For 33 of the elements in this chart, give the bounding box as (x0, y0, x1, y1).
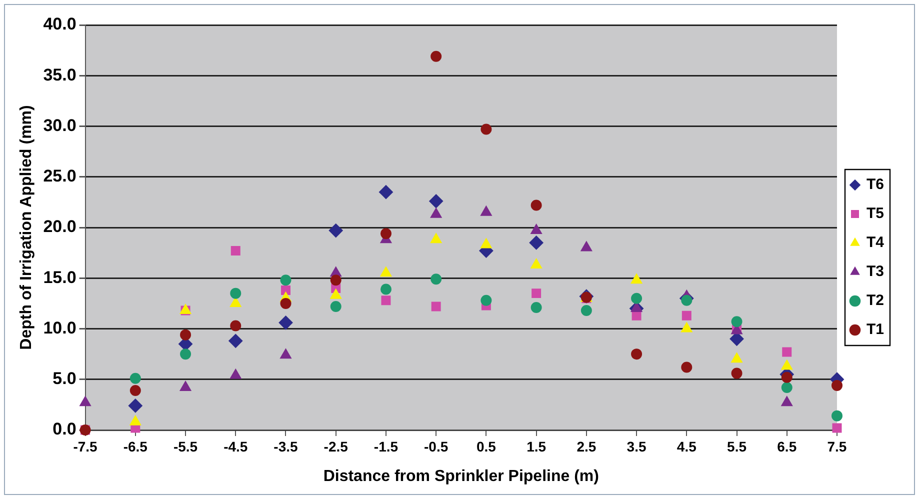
y-tick-label: 30.0 (43, 116, 76, 135)
legend-label: T5 (866, 205, 884, 222)
y-tick-label: 15.0 (43, 268, 76, 287)
x-tick-label: 1.5 (526, 438, 546, 454)
x-tick-label: -3.5 (274, 438, 298, 454)
legend-label: T6 (866, 176, 884, 194)
legend-label: T3 (866, 263, 884, 280)
x-tick-label: -1.5 (374, 438, 398, 454)
x-tick-label: 3.5 (626, 438, 646, 454)
x-tick-label: 7.5 (827, 438, 847, 454)
y-tick-label: 5.0 (52, 369, 76, 388)
x-tick-label: -0.5 (424, 438, 448, 454)
x-tick-label: 0.5 (476, 438, 496, 454)
y-tick-label: 10.0 (43, 318, 76, 338)
x-axis-title: Distance from Sprinkler Pipeline (m) (323, 468, 599, 485)
x-tick-label: -2.5 (324, 438, 348, 454)
x-tick-label: 5.5 (727, 438, 747, 454)
y-tick-label: 0.0 (52, 420, 76, 439)
x-tick-label: -5.5 (173, 438, 198, 454)
y-tick-label: 35.0 (43, 65, 76, 84)
x-tick-label: -4.5 (224, 438, 248, 454)
y-tick-label: 25.0 (43, 166, 76, 186)
y-tick-label: 40.0 (43, 14, 76, 34)
legend-label: T1 (866, 321, 884, 338)
y-tick-label: 20.0 (43, 217, 76, 236)
y-axis-title: Depth of Irrigation Applied (mm) (18, 105, 36, 350)
legend-label: T2 (866, 292, 884, 310)
x-tick-label: 4.5 (676, 438, 697, 454)
legend-label: T4 (866, 234, 885, 252)
x-tick-label: -7.5 (73, 438, 98, 454)
x-tick-label: 2.5 (576, 438, 596, 454)
x-tick-label: 6.5 (777, 438, 797, 454)
x-tick-label: -6.5 (123, 438, 148, 454)
